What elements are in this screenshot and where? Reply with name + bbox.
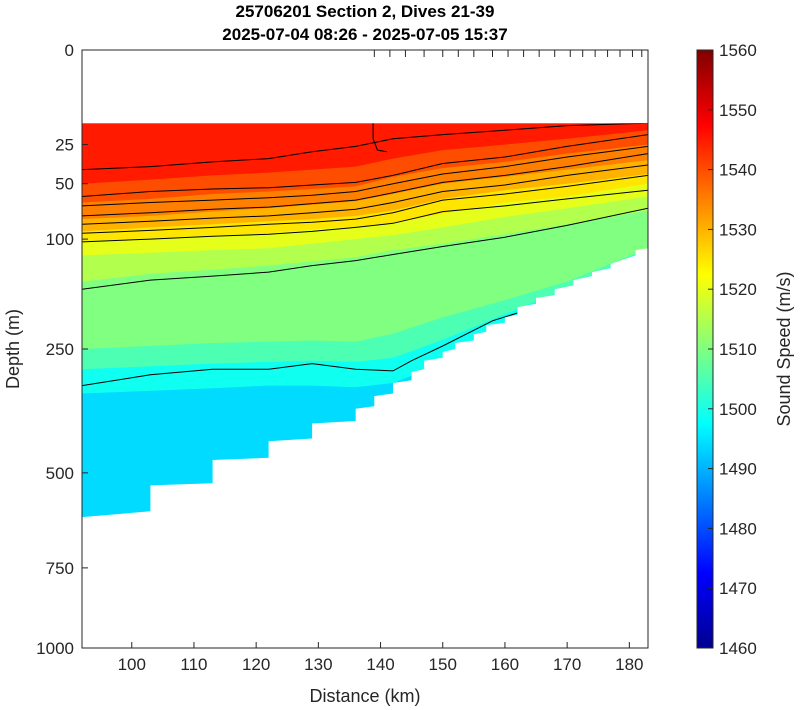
y-tick-label-3: 100 <box>46 230 74 249</box>
y-tick-label-0: 0 <box>65 41 74 60</box>
colorbar-label: Sound Speed (m/s) <box>774 271 794 426</box>
contour-line-5 <box>82 174 648 234</box>
y-axis-label: Depth (m) <box>3 309 23 389</box>
y-axis: 0 25 50 100 250 500 750 1000 <box>36 41 88 658</box>
colorbar-ticks: 1460 1470 1480 1490 1500 1510 1520 1530 1540 1550… <box>708 41 757 658</box>
colorbar-tick-label-4: 1500 <box>719 400 757 419</box>
colorbar-tick-label-7: 1530 <box>719 220 757 239</box>
colorbar-tick-label-2: 1480 <box>719 519 757 538</box>
x-tick-label-5: 150 <box>429 655 457 674</box>
no-data-mask <box>82 50 648 648</box>
colorbar-tick-label-8: 1540 <box>719 161 757 180</box>
chart-title-line2: 2025-07-04 08:26 - 2025-07-05 15:37 <box>222 25 507 44</box>
y-tick-label-5: 500 <box>46 464 74 483</box>
contour-line-6 <box>82 189 648 243</box>
colorbar-tick-label-0: 1460 <box>719 639 757 658</box>
x-tick-label-3: 130 <box>304 655 332 674</box>
x-tick-label-2: 120 <box>242 655 270 674</box>
colorbar-tick-label-9: 1550 <box>719 101 757 120</box>
colorbar-tick-label-1: 1470 <box>719 579 757 598</box>
y-tick-label-6: 750 <box>46 559 74 578</box>
contour-lines <box>82 50 648 387</box>
contour-line-7 <box>82 207 648 290</box>
colorbar-tick-label-3: 1490 <box>719 460 757 479</box>
contour-line-0 <box>82 122 648 171</box>
colorbar: 1460 1470 1480 1490 1500 1510 1520 1530 1540 1550… <box>696 41 794 658</box>
x-tick-label-1: 110 <box>180 655 207 674</box>
x-tick-label-4: 140 <box>366 655 394 674</box>
x-tick-label-0: 100 <box>118 655 146 674</box>
fill-layer-9 <box>82 123 648 184</box>
plot-area <box>82 50 648 648</box>
y-tick-label-4: 250 <box>46 340 74 359</box>
colorbar-tick-label-5: 1510 <box>719 340 757 359</box>
x-tick-label-6: 160 <box>491 655 519 674</box>
y-tick-label-2: 50 <box>55 175 74 194</box>
contour-line-8 <box>82 306 537 387</box>
dive-position-ticks <box>373 50 643 57</box>
x-tick-label-7: 170 <box>553 655 581 674</box>
y-tick-label-7: 1000 <box>36 639 74 658</box>
contour-line-1 <box>82 134 648 197</box>
contour-line-2 <box>82 145 648 207</box>
y-tick-label-1: 25 <box>55 136 74 155</box>
contour-line-4 <box>82 164 648 225</box>
colorbar-tick-label-10: 1560 <box>719 41 757 60</box>
contour-line-3 <box>82 153 648 217</box>
x-tick-label-8: 180 <box>615 655 643 674</box>
x-axis-label: Distance (km) <box>309 686 420 706</box>
x-axis: 100 110 120 130 140 150 160 170 180 <box>118 642 644 674</box>
colorbar-tick-label-6: 1520 <box>719 280 757 299</box>
chart-title-line1: 25706201 Section 2, Dives 21-39 <box>236 2 495 21</box>
